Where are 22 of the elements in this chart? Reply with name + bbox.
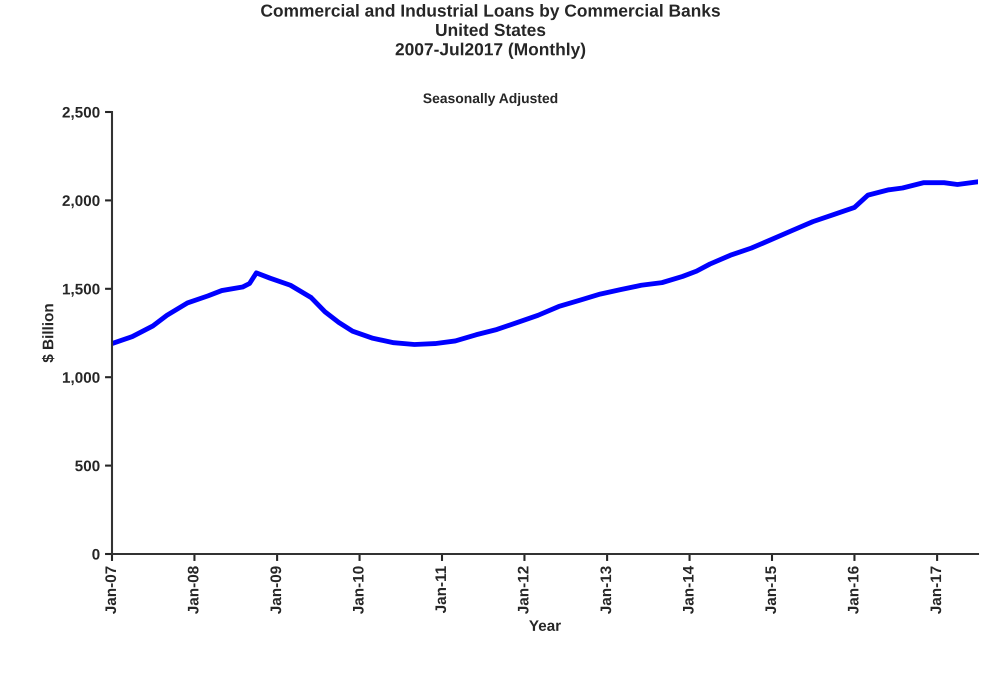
- y-tick-label: 0: [92, 548, 100, 560]
- line-series: [112, 179, 978, 347]
- x-tick-label: Jan-17: [930, 566, 942, 614]
- x-tick-label: Jan-09: [270, 566, 282, 614]
- x-tick-label: Jan-13: [600, 566, 612, 614]
- chart-title: Commercial and Industrial Loans by Commercial Banks United States 2007-Jul2017 (Monthly): [261, 4, 720, 59]
- x-tick-label: Jan-16: [848, 566, 859, 614]
- x-tick-label: Jan-08: [188, 566, 199, 614]
- y-tick-label: 2,500: [62, 106, 100, 120]
- x-tick-label: Jan-07: [105, 566, 116, 614]
- x-axis-title: Year: [529, 620, 561, 631]
- x-tick-label: Jan-11: [435, 566, 446, 614]
- x-tick-label: Jan-15: [765, 566, 776, 614]
- x-tick-label: Jan-10: [352, 566, 364, 614]
- x-tick-label: Jan-12: [518, 566, 529, 614]
- y-tick-label: 1,000: [62, 372, 100, 386]
- y-tick-label: 500: [75, 460, 100, 472]
- y-tick-label: 1,500: [62, 284, 100, 297]
- chart-subtitle: Seasonally Adjusted: [423, 93, 558, 106]
- y-axis-title: $ Billion: [42, 304, 54, 363]
- x-tick-label: Jan-14: [683, 566, 694, 614]
- y-tick-label: 2,000: [62, 195, 100, 208]
